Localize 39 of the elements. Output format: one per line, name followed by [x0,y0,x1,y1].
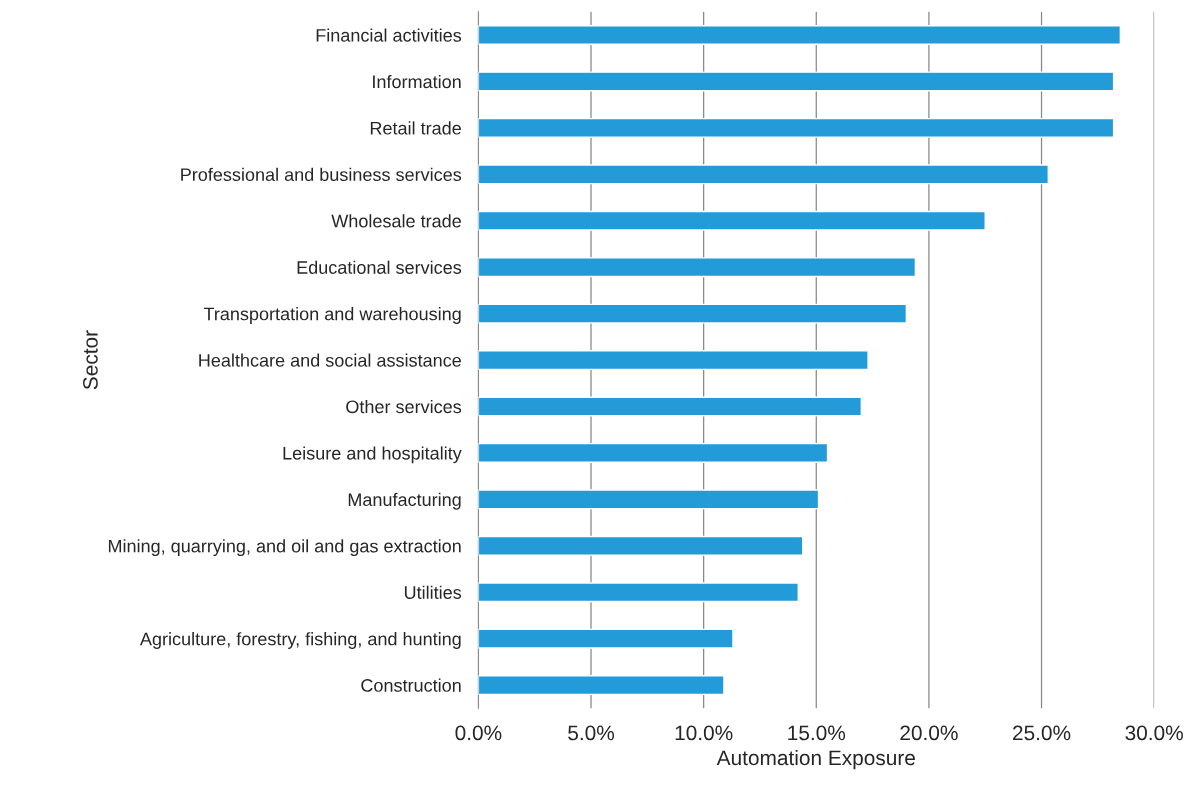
x-tick-label: 0.0% [455,725,502,741]
y-tick-label: Other services [346,399,462,414]
y-tick-label: Healthcare and social assistance [199,353,461,367]
y-tick-label: Leisure and hospitality [283,446,462,464]
bar [478,117,1115,138]
bar [478,303,908,324]
y-tick-label: Mining, quarrying, and oil and gas extraction [108,539,461,557]
x-axis-title: Automation Exposure [716,749,915,770]
bar [478,71,1115,92]
x-tick-label: 15.0% [788,725,846,741]
bar [478,628,734,649]
y-tick-label: Construction [361,678,461,692]
y-tick-label: Transportation and warehousing [203,307,461,324]
bar [478,675,725,696]
y-tick-label: Retail trade [370,121,461,135]
bar [478,25,1122,46]
bar [478,396,863,417]
bar [478,489,820,510]
bar [478,582,799,603]
x-tick-label: 20.0% [900,725,958,741]
bar [478,257,917,278]
x-tick-label: 30.0% [1125,725,1183,741]
bar [478,164,1049,185]
y-tick-label: Manufacturing [348,492,461,510]
x-tick-label: 10.0% [675,725,733,741]
bar [478,350,869,371]
y-tick-label: Wholesale trade [331,214,461,228]
y-tick-label: Agriculture, forestry, fishing, and hunting [139,632,461,649]
y-tick-label: Professional and business services [181,167,462,182]
x-tick-label: 25.0% [1013,725,1071,741]
bar [478,535,804,556]
bar [478,210,986,231]
y-axis-title: Sector [83,330,98,390]
x-tick-label: 5.0% [568,725,615,741]
y-tick-label: Educational services [297,260,462,274]
y-tick-label: Utilities [404,585,462,599]
y-tick-label: Financial activities [316,28,462,42]
y-tick-label: Information [373,74,461,89]
bar [478,442,829,463]
